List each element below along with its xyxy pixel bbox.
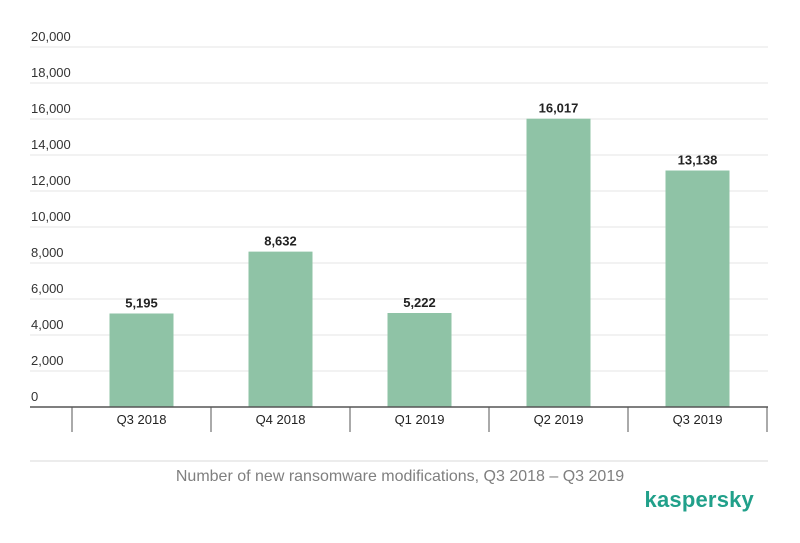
bar xyxy=(526,118,591,407)
bar xyxy=(387,313,452,407)
y-tick-label: 20,000 xyxy=(31,29,71,44)
data-label: 5,195 xyxy=(125,295,158,310)
y-tick-label: 4,000 xyxy=(31,317,64,332)
y-tick-label: 8,000 xyxy=(31,245,64,260)
kaspersky-logo: kaspersky xyxy=(644,487,754,512)
x-tick-label: Q3 2019 xyxy=(673,412,723,427)
x-tick-label: Q4 2018 xyxy=(256,412,306,427)
y-tick-label: 2,000 xyxy=(31,353,64,368)
labels: 0 2,000 4,000 6,000 8,000 10,000 12,000 14,000 1… xyxy=(31,29,722,427)
x-tick-label: Q1 2019 xyxy=(395,412,445,427)
y-tick-label: 16,000 xyxy=(31,101,71,116)
bars xyxy=(109,118,730,407)
chart-title: Number of new ransomware modifications, … xyxy=(175,468,625,485)
x-tick-label: Q2 2019 xyxy=(534,412,584,427)
y-tick-label: 18,000 xyxy=(31,65,71,80)
y-tick-label: 12,000 xyxy=(31,173,71,188)
y-tick-label: 0 xyxy=(31,389,38,404)
x-tick-label: Q3 2018 xyxy=(117,412,167,427)
data-label: 16,017 xyxy=(539,101,579,116)
y-tick-label: 6,000 xyxy=(31,281,64,296)
x-axis xyxy=(30,406,768,432)
bar xyxy=(109,313,174,407)
data-label: 8,632 xyxy=(264,234,297,249)
y-tick-label: 14,000 xyxy=(31,137,71,152)
bar xyxy=(248,251,313,407)
data-label: 5,222 xyxy=(403,295,436,310)
bar xyxy=(665,170,730,407)
y-tick-label: 10,000 xyxy=(31,209,71,224)
data-label: 13,138 xyxy=(678,153,718,168)
